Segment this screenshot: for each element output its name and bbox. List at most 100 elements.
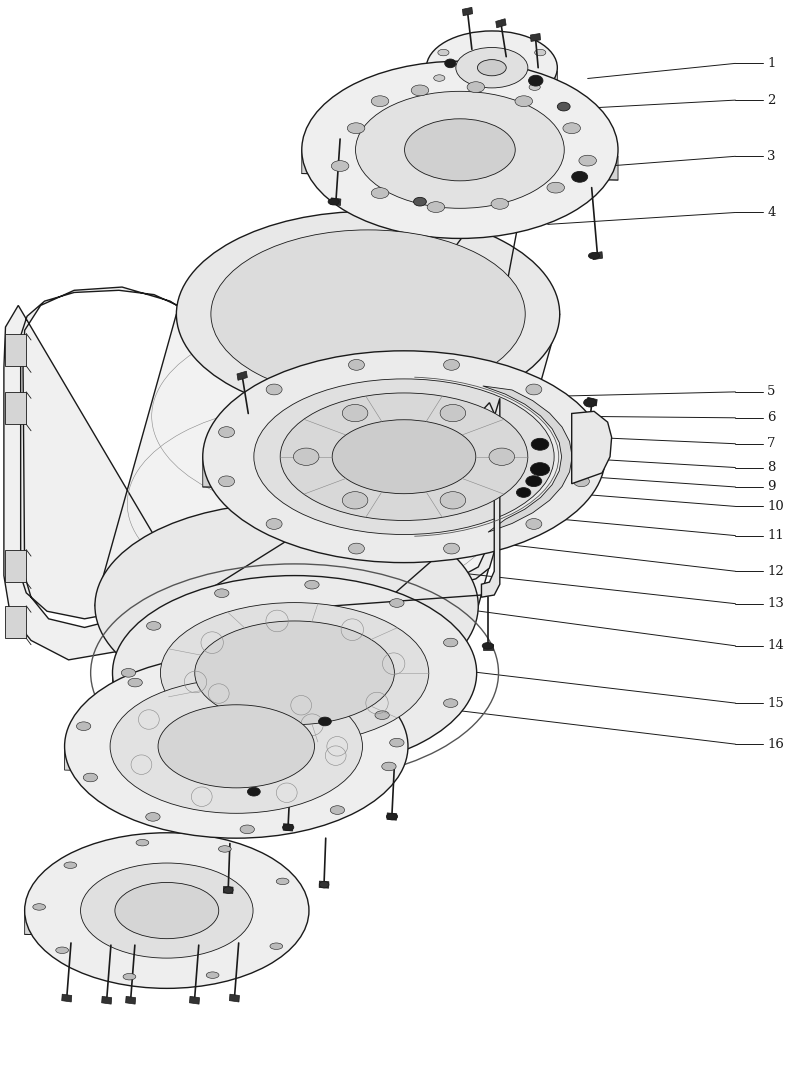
Ellipse shape [332,420,476,493]
Ellipse shape [266,384,282,395]
Polygon shape [462,8,473,16]
Ellipse shape [467,82,485,93]
Ellipse shape [194,621,394,725]
Ellipse shape [218,476,234,487]
Polygon shape [426,68,558,91]
Ellipse shape [390,738,404,747]
Ellipse shape [214,748,229,756]
Ellipse shape [211,229,526,398]
Ellipse shape [331,160,349,171]
Polygon shape [95,314,560,606]
Ellipse shape [411,85,429,96]
Text: 10: 10 [767,500,784,513]
Ellipse shape [240,824,254,833]
Ellipse shape [176,211,560,417]
Ellipse shape [342,491,368,509]
Polygon shape [482,398,500,597]
Ellipse shape [56,947,69,953]
Ellipse shape [342,405,368,422]
Polygon shape [496,18,506,28]
Text: 3: 3 [767,149,776,162]
Ellipse shape [110,679,362,814]
Ellipse shape [515,96,533,107]
Ellipse shape [115,883,218,939]
Polygon shape [331,198,341,206]
Ellipse shape [77,722,91,730]
Polygon shape [126,997,136,1004]
Polygon shape [572,411,612,484]
Ellipse shape [349,359,365,370]
Ellipse shape [434,75,445,81]
Polygon shape [5,550,26,582]
Ellipse shape [574,476,590,487]
Ellipse shape [81,863,253,959]
Polygon shape [5,392,26,424]
Polygon shape [62,994,72,1002]
Ellipse shape [247,788,260,796]
Ellipse shape [526,518,542,529]
Polygon shape [102,997,112,1004]
Polygon shape [283,823,293,831]
Ellipse shape [572,171,588,182]
Ellipse shape [445,60,456,68]
Text: 15: 15 [767,697,784,710]
Ellipse shape [214,589,229,597]
Ellipse shape [158,704,314,788]
Ellipse shape [282,824,294,831]
Text: 9: 9 [767,480,776,493]
Polygon shape [202,457,561,493]
Text: 16: 16 [767,738,784,751]
Ellipse shape [386,814,398,820]
Ellipse shape [529,76,543,87]
Polygon shape [387,813,397,820]
Ellipse shape [489,448,514,465]
Ellipse shape [405,119,515,181]
Ellipse shape [534,50,546,56]
Ellipse shape [443,359,459,370]
Polygon shape [483,386,572,532]
Ellipse shape [478,60,506,76]
Polygon shape [113,673,413,705]
Polygon shape [530,34,541,41]
Ellipse shape [375,711,390,720]
Ellipse shape [218,659,233,668]
Ellipse shape [529,84,540,91]
Polygon shape [223,886,233,894]
Ellipse shape [563,122,581,133]
Ellipse shape [280,393,528,520]
Ellipse shape [427,201,445,212]
Ellipse shape [526,384,542,395]
Ellipse shape [371,96,389,107]
Polygon shape [302,149,618,180]
Ellipse shape [347,122,365,133]
Text: 6: 6 [767,411,776,424]
Ellipse shape [491,198,509,209]
Ellipse shape [161,603,429,743]
Ellipse shape [438,50,449,56]
Text: 14: 14 [767,639,784,652]
Ellipse shape [276,879,289,885]
Ellipse shape [123,974,136,980]
Ellipse shape [83,774,98,782]
Ellipse shape [349,543,365,554]
Ellipse shape [146,715,161,724]
Ellipse shape [443,543,459,554]
Ellipse shape [579,155,597,166]
Ellipse shape [33,903,46,910]
Polygon shape [190,997,199,1004]
Ellipse shape [318,717,331,726]
Ellipse shape [574,426,590,437]
Ellipse shape [64,862,77,869]
Ellipse shape [414,197,426,206]
Ellipse shape [456,48,528,88]
Ellipse shape [25,833,309,988]
Text: 4: 4 [767,206,776,219]
Text: 13: 13 [767,597,784,610]
Polygon shape [5,333,26,366]
Text: 7: 7 [767,437,776,450]
Text: 1: 1 [767,57,776,70]
Ellipse shape [218,846,231,853]
Ellipse shape [589,252,600,259]
Ellipse shape [328,198,339,204]
Text: 5: 5 [767,385,776,398]
